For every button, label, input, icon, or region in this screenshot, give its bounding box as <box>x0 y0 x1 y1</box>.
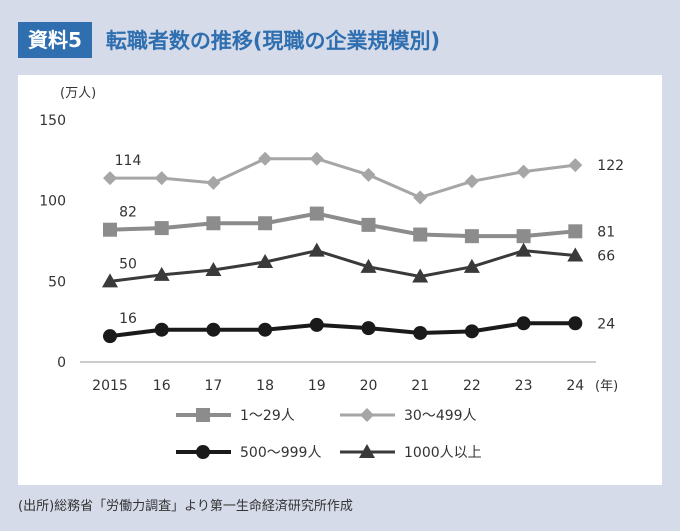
data-label: 24 <box>597 316 615 332</box>
legend-label: 1000人以上 <box>404 445 482 461</box>
data-point <box>361 217 376 232</box>
series-line <box>109 249 576 283</box>
series-line <box>109 321 576 339</box>
y-tick-label: 150 <box>39 113 66 129</box>
data-point <box>103 329 117 344</box>
x-tick-label: 2015 <box>92 378 128 394</box>
data-point <box>413 190 428 205</box>
data-point <box>258 216 273 231</box>
y-tick-label: 0 <box>57 355 66 371</box>
x-tick-label: 17 <box>204 378 222 394</box>
legend-label: 500〜999人 <box>240 445 321 461</box>
legend-label: 1〜29人 <box>240 408 295 424</box>
data-point <box>568 316 583 331</box>
data-label: 50 <box>119 256 137 272</box>
data-point <box>153 266 170 281</box>
line-chart: (万人) 0 50 100 150 2015 16 17 18 19 20 21 22 23 24 (年) 82… <box>39 86 624 461</box>
data-point <box>103 222 117 237</box>
data-point <box>413 227 428 242</box>
data-point <box>360 258 377 273</box>
data-point <box>516 229 531 244</box>
data-point <box>464 174 479 189</box>
series-line <box>110 157 576 199</box>
data-point <box>206 322 221 337</box>
data-point <box>309 206 324 221</box>
data-point <box>257 253 274 268</box>
data-point <box>308 242 325 257</box>
x-tick-label: 19 <box>308 378 326 394</box>
series-line <box>109 211 576 239</box>
data-point <box>515 242 532 257</box>
x-tick-label: 21 <box>411 378 429 394</box>
data-point <box>103 171 117 186</box>
legend-marker <box>196 445 210 459</box>
data-point <box>361 167 376 182</box>
data-point <box>154 171 169 186</box>
data-point <box>567 247 584 262</box>
data-point <box>516 316 531 331</box>
data-point <box>258 322 273 337</box>
data-point <box>464 324 479 339</box>
data-point <box>516 164 531 179</box>
data-point <box>463 258 480 273</box>
data-point <box>102 273 118 288</box>
data-point <box>568 158 583 173</box>
header: 資料5 転職者数の推移(現職の企業規模別) <box>18 22 440 58</box>
y-axis-unit: (万人) <box>60 86 96 101</box>
data-point <box>361 321 376 336</box>
data-point <box>206 216 221 231</box>
data-point <box>206 175 221 190</box>
data-point <box>413 325 428 340</box>
chart-title: 転職者数の推移(現職の企業規模別) <box>105 29 441 53</box>
figure-badge: 資料5 <box>18 22 92 58</box>
x-tick-label: 22 <box>463 378 481 394</box>
legend-marker <box>359 444 375 458</box>
x-axis-unit: (年) <box>595 379 618 394</box>
y-tick-label: 50 <box>48 274 66 290</box>
data-label: 114 <box>115 153 142 169</box>
data-point <box>258 151 273 166</box>
source-note: (出所)総務省「労働力調査」より第一生命経済研究所作成 <box>18 499 353 514</box>
data-point <box>412 268 429 283</box>
data-label: 81 <box>597 224 615 240</box>
data-point <box>309 151 324 166</box>
x-tick-label: 23 <box>515 378 533 394</box>
chart-panel: (万人) 0 50 100 150 2015 16 17 18 19 20 21 22 23 24 (年) 82… <box>18 75 662 485</box>
data-label: 122 <box>597 158 624 174</box>
data-point <box>568 224 583 239</box>
legend-marker <box>360 408 374 422</box>
x-tick-label: 18 <box>256 378 274 394</box>
y-tick-label: 100 <box>39 194 66 210</box>
data-point <box>205 262 222 277</box>
data-point <box>154 221 169 236</box>
data-point <box>154 322 169 337</box>
legend-label: 30〜499人 <box>404 408 477 424</box>
data-point <box>464 229 479 244</box>
data-label: 66 <box>597 249 615 265</box>
legend-marker <box>196 408 210 422</box>
data-label: 82 <box>119 205 137 221</box>
x-tick-label: 16 <box>153 378 171 394</box>
data-point <box>309 317 324 332</box>
x-tick-label: 20 <box>360 378 378 394</box>
x-tick-label: 24 <box>566 378 584 394</box>
data-label: 16 <box>119 311 137 327</box>
